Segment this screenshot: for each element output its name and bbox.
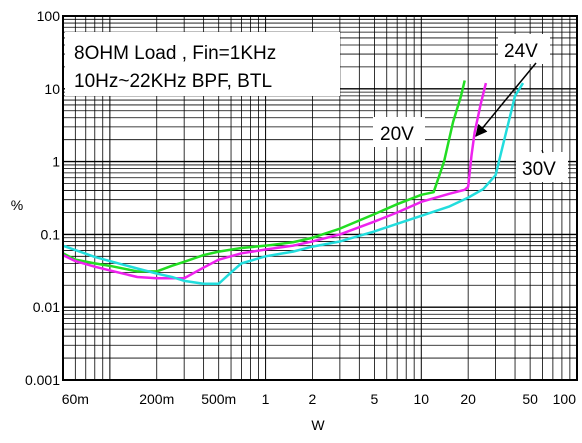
callout-arrow-30v (541, 149, 544, 154)
x-tick-label: 20 (460, 391, 476, 407)
series-layer (62, 80, 525, 285)
series-callout-24v: 24V (504, 41, 538, 62)
y-tick-label: 0.1 (41, 226, 61, 242)
annotation-line-1: 8OHM Load , Fin=1KHz (74, 43, 276, 64)
series-callout-box-30v (516, 152, 568, 182)
x-tick-label: 5 (371, 391, 379, 407)
x-tick-label: 100 (553, 391, 577, 407)
series-line-30v (62, 82, 525, 285)
x-axis-label: W (311, 417, 325, 433)
y-tick-label: 1 (52, 154, 60, 170)
y-axis-label: % (11, 197, 23, 213)
series-callout-box-20v (373, 117, 425, 147)
plot-frame (62, 15, 578, 381)
annotation-layer: 8OHM Load , Fin=1KHz 10Hz~22KHz BPF, BTL… (65, 32, 568, 182)
x-tick-label: 2 (309, 391, 317, 407)
x-tick-label: 1 (262, 391, 270, 407)
x-tick-label: 500m (201, 391, 236, 407)
y-tick-label: 0.001 (25, 372, 60, 388)
series-line-24v (62, 82, 488, 280)
x-tick-label: 10 (414, 391, 430, 407)
annotation-box (65, 32, 340, 96)
annotation-line-2: 10Hz~22KHz BPF, BTL (74, 71, 272, 92)
y-tick-label: 0.01 (33, 299, 60, 315)
series-line-20v (62, 80, 466, 273)
series-callout-30v: 30V (522, 159, 556, 180)
y-tick-label: 10 (44, 81, 60, 97)
x-tick-label: 50 (522, 391, 538, 407)
x-tick-label: 200m (139, 391, 174, 407)
y-axis-tick-labels: 100 10 1 0.1 0.01 0.001 (25, 8, 60, 388)
y-tick-label: 100 (37, 8, 61, 24)
x-axis-tick-labels: 60m 200m 500m 1 2 5 10 20 50 100 (62, 391, 577, 407)
series-callout-box-24v (498, 34, 550, 64)
callout-arrow-24v (475, 62, 537, 137)
series-callout-20v: 20V (380, 124, 414, 145)
x-tick-label: 60m (62, 391, 89, 407)
